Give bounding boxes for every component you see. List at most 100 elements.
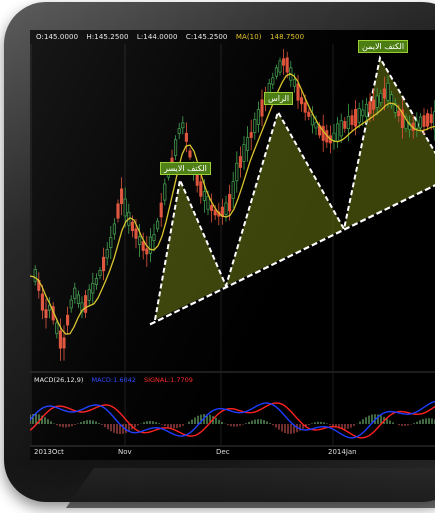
candle-body [110, 237, 112, 247]
left-shoulder-label: الكتف الايسر [160, 162, 211, 175]
candle-body [304, 103, 306, 113]
candle-body [423, 116, 425, 127]
candle-body [88, 290, 90, 301]
candle-body [275, 68, 277, 76]
candle-body [336, 124, 338, 141]
candle-body [196, 175, 198, 186]
candle-body [117, 204, 119, 218]
ohlc-readout: O:145.0000 H:145.2500 L:144.0000 C:145.2… [36, 33, 310, 41]
candle-body [135, 229, 137, 239]
candle-body [102, 257, 104, 271]
candle-body [369, 102, 371, 114]
candle-body [41, 294, 43, 310]
candle-body [365, 104, 367, 117]
candle-body [293, 80, 295, 86]
open-value: O:145.0000 [36, 33, 78, 41]
candle-body [210, 205, 212, 210]
candle-body [214, 210, 216, 215]
ma-label: MA(10) [236, 33, 262, 41]
candle-body [236, 163, 238, 181]
ma-value: 148.7500 [270, 33, 304, 41]
head-label: الراس [264, 92, 293, 105]
x-tick-jan: 2014Jan [328, 448, 357, 456]
macd-title: MACD(26,12,9) [34, 376, 83, 384]
candle-body [164, 184, 166, 200]
candle-body [174, 140, 176, 156]
candle-body [351, 116, 353, 125]
chart-screen: O:145.0000 H:145.2500 L:144.0000 C:145.2… [30, 30, 435, 460]
candle-body [380, 93, 382, 102]
candle-body [138, 237, 140, 245]
candle-body [398, 111, 400, 116]
candle-body [185, 133, 187, 141]
candle-body [113, 224, 115, 234]
candle-body [70, 300, 72, 308]
candle-body [333, 133, 335, 140]
signal-value: SIGNAL:1.7709 [144, 376, 193, 384]
candle-body [344, 121, 346, 128]
candle-body [95, 279, 97, 285]
candle-body [254, 119, 256, 132]
high-value: H:145.2500 [86, 33, 128, 41]
candle-body [99, 270, 101, 275]
candle-body [315, 122, 317, 127]
candle-body [178, 129, 180, 134]
x-tick-oct: 2013Oct [34, 448, 64, 456]
candle-body [45, 310, 47, 318]
candle-body [142, 241, 144, 250]
candle-body [63, 338, 65, 348]
candle-body [34, 269, 36, 281]
candle-body [282, 59, 284, 66]
candle-body [207, 196, 209, 209]
candle-body [372, 100, 374, 109]
candle-body [124, 199, 126, 216]
candle-body [257, 110, 259, 125]
stock-chart [30, 30, 435, 460]
candle-body [156, 221, 158, 229]
candle-body [153, 235, 155, 241]
macd-panel [30, 401, 435, 438]
candle-body [66, 315, 68, 325]
candle-body [354, 109, 356, 126]
candle-body [419, 117, 421, 128]
candle-body [383, 89, 385, 98]
candle-body [59, 331, 61, 348]
candle-body [308, 112, 310, 116]
close-value: C:145.2500 [186, 33, 228, 41]
macd-value: MACD:1.6042 [91, 376, 135, 384]
candle-body [228, 194, 230, 211]
candle-body [239, 157, 241, 168]
candle-body [56, 323, 58, 334]
candle-body [77, 295, 79, 304]
candle-body [149, 237, 151, 253]
candle-body [131, 222, 133, 231]
candle-body [358, 108, 360, 122]
reflection [66, 468, 435, 508]
pattern-fill [155, 180, 226, 320]
candle-body [376, 96, 378, 107]
macd-line [30, 401, 435, 438]
candle-body [92, 283, 94, 293]
candle-body [120, 189, 122, 204]
candle-body [106, 249, 108, 258]
x-tick-nov: Nov [118, 448, 132, 456]
candle-body [362, 110, 364, 116]
candle-body [261, 100, 263, 116]
candle-body [416, 121, 418, 128]
candle-body [322, 126, 324, 140]
candle-body [426, 114, 428, 127]
candle-body [297, 84, 299, 101]
candle-body [203, 192, 205, 201]
candle-body [347, 116, 349, 128]
candle-body [200, 182, 202, 197]
candle-body [272, 78, 274, 84]
candle-body [225, 203, 227, 214]
candle-body [74, 288, 76, 298]
right-shoulder-label: الكتف الايمن [358, 40, 408, 53]
candle-body [300, 98, 302, 104]
candle-body [182, 123, 184, 128]
candle-body [286, 58, 288, 72]
candle-body [279, 61, 281, 72]
candle-body [160, 203, 162, 217]
macd-legend: MACD(26,12,9) MACD:1.6042 SIGNAL:1.7709 [34, 376, 199, 384]
